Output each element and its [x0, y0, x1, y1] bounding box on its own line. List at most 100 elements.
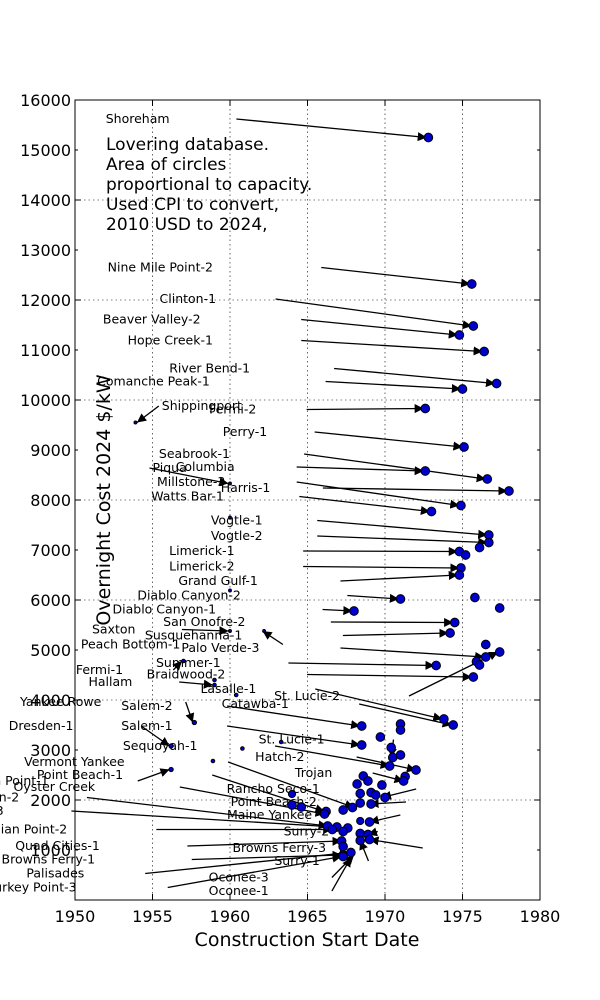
annotation-arrow	[340, 647, 485, 661]
data-point	[355, 788, 366, 799]
annotation-label: Dresden-2	[0, 790, 19, 805]
annotation-label: Sequoyah-1	[123, 738, 198, 753]
data-point	[494, 603, 505, 613]
annotation-label: Shoreham	[106, 111, 170, 126]
data-point	[386, 742, 397, 753]
x-axis-title: Construction Start Date	[195, 929, 420, 951]
annotation-label: Peach Bottom-1	[81, 637, 181, 652]
data-point	[395, 594, 406, 604]
annotation-arrow	[149, 467, 229, 487]
annotation-label: Limerick-2	[169, 559, 235, 574]
data-point	[468, 321, 479, 331]
data-point	[233, 692, 239, 698]
annotation-arrow	[181, 626, 229, 636]
x-tick-label: 1965	[287, 907, 328, 926]
data-point	[133, 420, 138, 425]
y-tick-label: 6000	[30, 591, 71, 610]
annotation-arrow	[347, 593, 399, 603]
annotation-label: Limerick-1	[169, 543, 235, 558]
annotation-arrow	[296, 481, 460, 509]
x-tick-label: 1980	[520, 907, 561, 926]
y-tick-label: 3000	[30, 741, 71, 760]
annotation-label: Palisades	[26, 866, 84, 881]
y-tick-label: 15000	[20, 141, 71, 160]
data-point	[191, 719, 198, 726]
x-tick-label: 1950	[55, 907, 96, 926]
chart-note-line: Lovering database.	[106, 135, 269, 155]
annotation-arrow	[331, 857, 352, 892]
data-point	[319, 809, 330, 819]
annotation-arrow	[369, 836, 423, 849]
annotation-label: Braidwood-2	[147, 667, 226, 682]
annotation-label: Surry-1	[274, 853, 320, 868]
chart-note: Lovering database.Area of circlesproport…	[106, 135, 312, 235]
annotation-label: Indian Point-1	[0, 773, 49, 788]
annotation-arrow	[372, 772, 404, 784]
annotation-arrow	[137, 768, 170, 782]
data-point	[287, 789, 297, 799]
annotation-label: St. Lucie-2	[274, 688, 340, 703]
annotation-arrow	[227, 761, 355, 809]
annotation-arrow	[140, 725, 170, 747]
annotation-label: Rancho Seco-1	[227, 781, 320, 796]
y-tick-label: 7000	[30, 541, 71, 560]
data-point	[494, 647, 505, 657]
data-point	[445, 628, 455, 638]
annotation-arrow	[303, 563, 460, 573]
annotation-label: Turkey Point-3	[0, 880, 77, 895]
annotation-label: Shippingport	[162, 398, 242, 413]
annotation-arrow	[226, 725, 361, 749]
y-tick-label: 4000	[30, 691, 71, 710]
annotation-label: Maine Yankee	[227, 807, 312, 822]
annotation-arrow	[185, 701, 195, 723]
annotation-arrow	[315, 688, 443, 722]
data-point	[439, 714, 449, 724]
annotation-label: Susquehanna-1	[145, 628, 242, 643]
annotation-label: Surry-2	[284, 824, 330, 839]
data-point	[262, 629, 267, 633]
annotation-arrow	[299, 495, 431, 515]
annotation-label: San Onofre-2	[163, 614, 245, 629]
annotation-label: Perry-1	[223, 424, 267, 439]
annotation-arrow	[358, 703, 452, 728]
y-axis-title: Overnight Cost 2024 $/kW	[93, 374, 115, 625]
data-point	[375, 732, 386, 742]
annotation-label: Harris-1	[221, 480, 271, 495]
y-tick-label: 13000	[20, 241, 71, 260]
data-point	[411, 765, 421, 775]
annotation-arrow	[172, 660, 183, 671]
annotation-label: Seabrook-1	[159, 446, 230, 461]
data-point	[449, 617, 460, 628]
annotation-label: Indian Point-2	[0, 822, 67, 837]
y-tick-label: 2000	[30, 791, 71, 810]
annotation-arrow	[314, 431, 463, 451]
data-point	[504, 486, 514, 496]
annotation-label: Hatch-2	[255, 749, 304, 764]
data-point	[168, 766, 174, 773]
data-point	[454, 330, 465, 340]
data-point	[398, 776, 409, 786]
data-point	[327, 824, 338, 835]
data-point	[356, 740, 367, 750]
annotation-arrow	[179, 679, 214, 689]
data-point	[480, 639, 491, 650]
data-point	[347, 802, 358, 813]
annotation-label: Clinton-1	[160, 291, 217, 306]
annotation-arrow	[322, 605, 353, 616]
annotation-arrow	[236, 118, 427, 142]
data-point	[456, 500, 466, 511]
data-point	[352, 779, 362, 789]
annotation-arrow	[322, 486, 508, 496]
annotation-arrow	[307, 672, 472, 682]
annotation-label: Hallam	[89, 674, 133, 689]
data-points	[133, 132, 514, 862]
annotation-arrow	[275, 298, 472, 330]
annotation-label: Diablo Canyon-1	[113, 602, 217, 617]
data-point	[181, 658, 186, 664]
annotation-label: Oconee-3	[209, 870, 269, 885]
data-point	[384, 761, 395, 771]
annotation-label: Palo Verde-3	[181, 640, 259, 655]
data-point	[480, 652, 491, 662]
annotation-arrow	[303, 546, 458, 557]
annotation-label: Diablo Canyon-2	[137, 588, 241, 603]
